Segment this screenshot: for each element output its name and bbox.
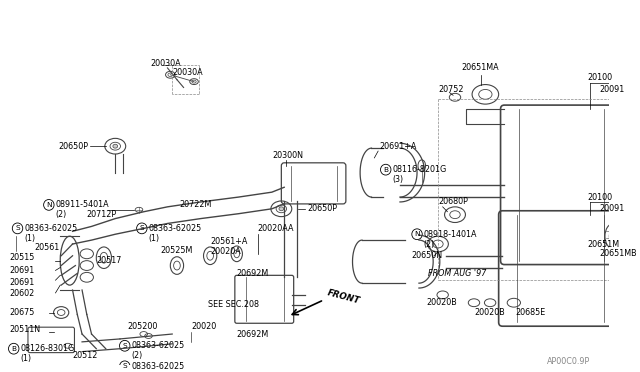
Text: 20561+A: 20561+A	[210, 237, 248, 246]
Text: 20300N: 20300N	[273, 151, 304, 160]
Text: 20722M: 20722M	[180, 201, 212, 209]
Text: 20685E: 20685E	[516, 308, 546, 317]
Text: 20675: 20675	[9, 308, 35, 317]
Text: 08126-8301G: 08126-8301G	[20, 344, 75, 353]
Ellipse shape	[113, 144, 118, 148]
Text: (1): (1)	[24, 234, 35, 243]
Text: 20100: 20100	[588, 73, 613, 82]
Text: 08918-1401A: 08918-1401A	[424, 230, 477, 239]
Text: SEE SEC.208: SEE SEC.208	[208, 300, 259, 309]
Text: (2): (2)	[56, 210, 67, 219]
Text: 20692M: 20692M	[237, 269, 269, 278]
Text: 20100: 20100	[588, 193, 613, 202]
Text: 20020B: 20020B	[474, 308, 505, 317]
Text: B: B	[383, 167, 388, 173]
Text: 20680P: 20680P	[438, 198, 468, 206]
Text: 20525M: 20525M	[161, 246, 193, 255]
Text: 08363-62025: 08363-62025	[148, 224, 202, 233]
Text: 20515: 20515	[9, 253, 35, 262]
Text: 20091: 20091	[599, 85, 625, 94]
Text: 20020A: 20020A	[210, 247, 241, 256]
Text: 20602: 20602	[9, 289, 34, 298]
Text: 08363-62025: 08363-62025	[131, 362, 185, 371]
Text: 20517: 20517	[96, 256, 122, 265]
Text: 20651M: 20651M	[588, 240, 620, 248]
Text: S: S	[15, 225, 20, 231]
Text: 20020AA: 20020AA	[258, 224, 294, 233]
Text: 08363-62025: 08363-62025	[24, 224, 77, 233]
Text: 20691: 20691	[9, 278, 34, 287]
Text: 20561: 20561	[35, 243, 60, 253]
Text: (1): (1)	[148, 234, 159, 243]
Text: S: S	[122, 363, 127, 369]
Text: 205200: 205200	[127, 322, 158, 331]
Text: 20650P: 20650P	[307, 204, 337, 213]
Text: 20691+A: 20691+A	[379, 142, 417, 151]
Text: 20692M: 20692M	[237, 330, 269, 339]
Text: 08116-8201G: 08116-8201G	[392, 165, 447, 174]
Text: N: N	[46, 202, 52, 208]
Text: 20752: 20752	[438, 85, 463, 94]
Text: S: S	[140, 225, 144, 231]
Text: 20691: 20691	[9, 266, 34, 275]
Text: AP00C0.9P: AP00C0.9P	[547, 357, 590, 366]
Text: 20650N: 20650N	[412, 251, 442, 260]
Text: 20512: 20512	[72, 351, 98, 360]
Text: 08911-5401A: 08911-5401A	[56, 201, 109, 209]
Text: 20030A: 20030A	[150, 58, 181, 68]
Text: S: S	[122, 343, 127, 349]
Text: 20650P: 20650P	[58, 142, 88, 151]
Text: 20020: 20020	[191, 322, 216, 331]
Text: (1): (1)	[20, 354, 31, 363]
Text: N: N	[414, 231, 420, 237]
Text: FROM AUG '97: FROM AUG '97	[428, 269, 487, 278]
Text: 20030A: 20030A	[172, 68, 203, 77]
Text: 20712P: 20712P	[87, 210, 117, 219]
Text: (2): (2)	[131, 351, 143, 360]
Text: (3): (3)	[392, 175, 403, 184]
Text: 20020B: 20020B	[426, 298, 458, 307]
Text: 08363-62025: 08363-62025	[131, 341, 185, 350]
Text: (2): (2)	[424, 240, 435, 248]
Text: 20091: 20091	[599, 204, 625, 213]
Text: 20511N: 20511N	[9, 325, 40, 334]
Ellipse shape	[279, 207, 284, 211]
Text: 20651MB: 20651MB	[599, 249, 637, 258]
Text: FRONT: FRONT	[326, 288, 361, 305]
Text: 20651MA: 20651MA	[461, 63, 499, 73]
Text: B: B	[12, 346, 16, 352]
